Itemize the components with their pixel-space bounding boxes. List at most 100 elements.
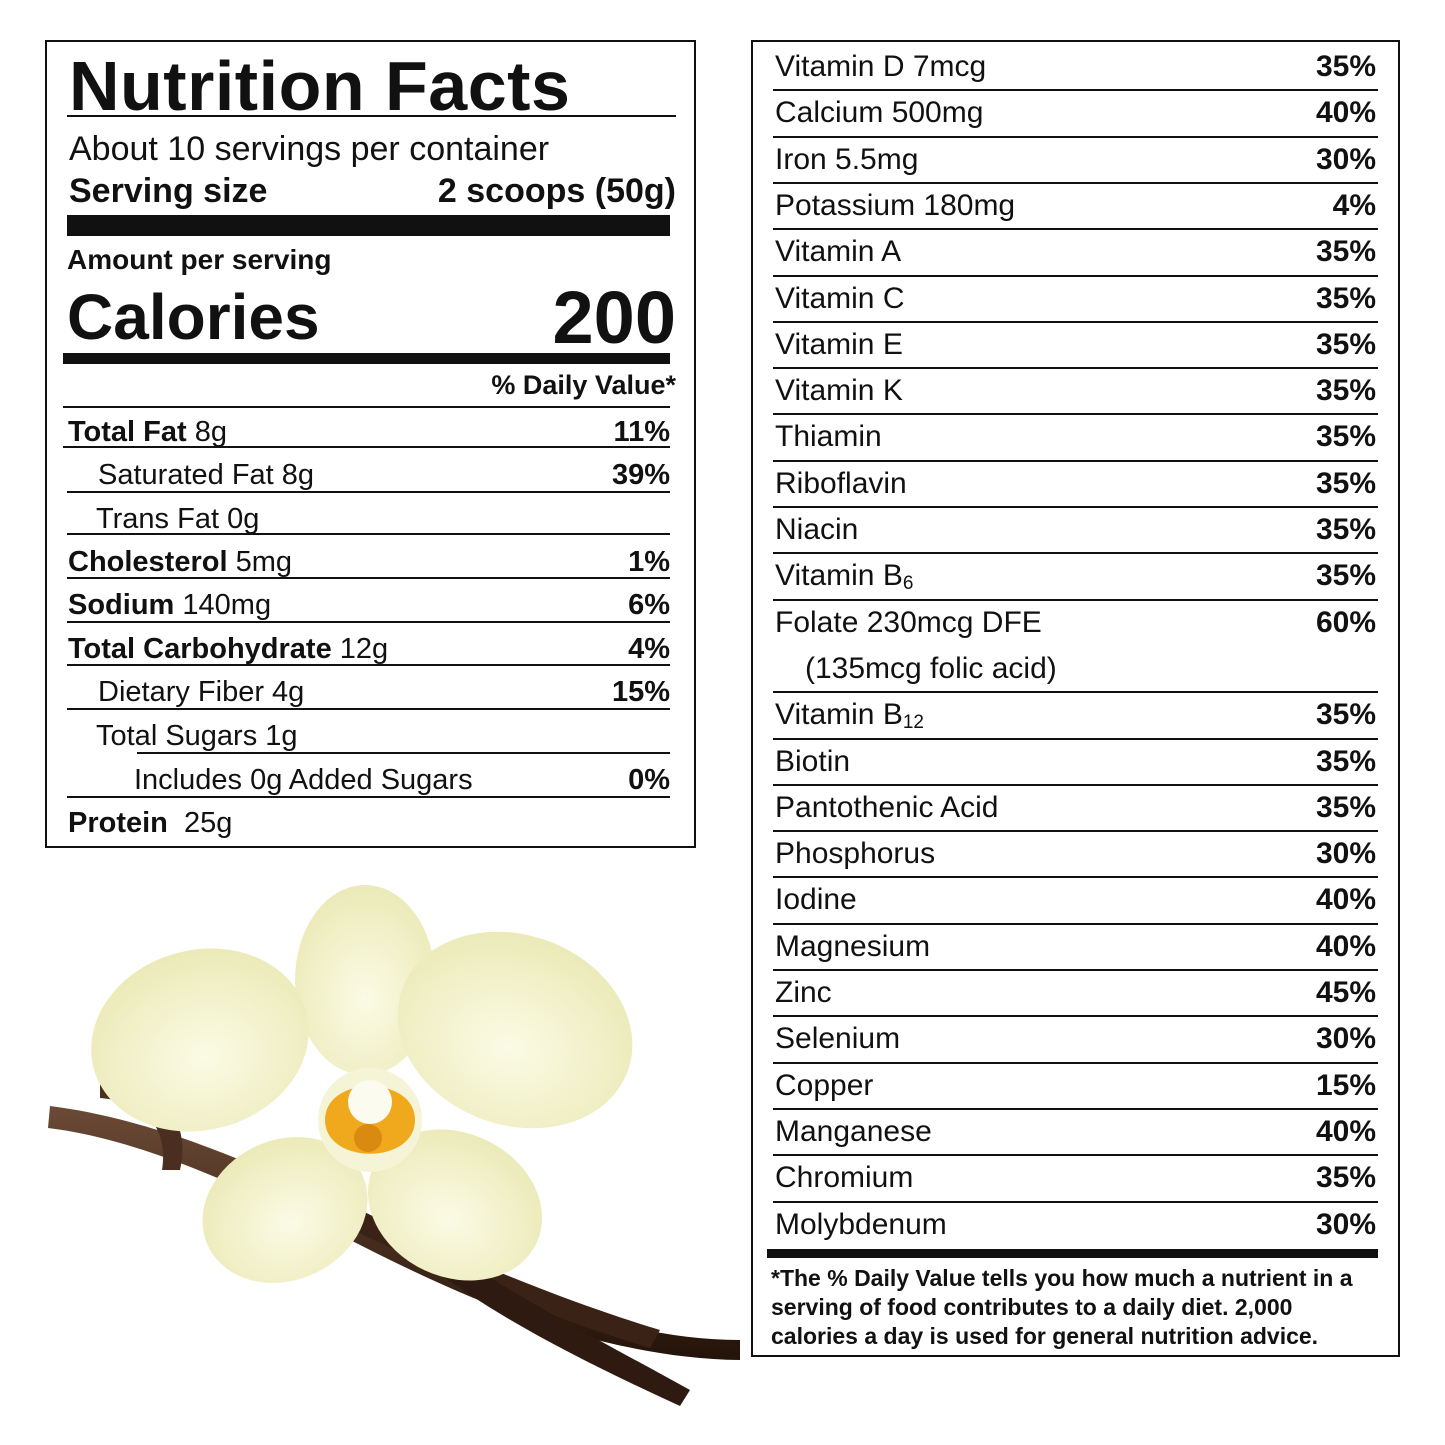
micronutrient-row: Magnesium 40% <box>775 924 1376 970</box>
micronutrient-name: Thiamin <box>775 420 882 454</box>
nutrient-name: Total Fat <box>68 416 187 448</box>
micronutrient-name-text: Pantothenic Acid <box>775 790 999 824</box>
micronutrient-name: Pantothenic Acid <box>775 791 999 825</box>
row-divider <box>773 274 1378 277</box>
nutrient-amount: 25g <box>167 807 233 839</box>
nutrient-row: Total Sugars 1g <box>68 715 670 758</box>
row-divider <box>773 506 1378 508</box>
micronutrient-daily-value: 35% <box>1315 327 1376 361</box>
nutrient-daily-value: 15% <box>611 676 670 708</box>
micronutrient-name: Vitamin E <box>775 328 903 362</box>
micronutrient-name: Molybdenum <box>775 1208 947 1242</box>
nutrient-label: Saturated Fat 8g <box>98 459 314 492</box>
nutrient-label: Total Fat 8g <box>68 416 227 449</box>
nutrient-label: Protein 25g <box>68 807 232 840</box>
micronutrient-name-text: Vitamin B <box>775 559 903 593</box>
micronutrient-name: Biotin <box>775 745 850 779</box>
micronutrient-row: Phosphorus 30% <box>775 831 1376 877</box>
micronutrient-name-text: Vitamin D 7mcg <box>775 50 987 83</box>
row-divider <box>773 969 1378 971</box>
row-divider <box>137 752 670 754</box>
row-divider <box>773 320 1378 323</box>
micronutrient-name: Zinc <box>775 976 832 1010</box>
micronutrient-name: Riboflavin <box>775 467 907 501</box>
row-divider <box>67 664 670 666</box>
micronutrient-daily-value: 45% <box>1315 976 1376 1009</box>
micronutrient-row: Chromium 35% <box>775 1155 1376 1201</box>
micronutrient-name-text: Vitamin A <box>775 235 902 269</box>
orchid-flower <box>91 885 633 1283</box>
nutrient-label: Total Sugars 1g <box>96 720 298 753</box>
micronutrient-row: Selenium 30% <box>775 1016 1376 1062</box>
nutrient-amount: 12g <box>331 633 389 665</box>
micronutrient-daily-value: 35% <box>1315 513 1376 546</box>
micronutrient-name: Copper <box>775 1069 873 1103</box>
nutrient-row: Sodium 140mg 6% <box>68 584 670 627</box>
row-divider <box>63 406 670 408</box>
micronutrient-name: Chromium <box>775 1161 913 1195</box>
amount-per-serving: Amount per serving <box>67 244 332 275</box>
row-divider <box>773 181 1378 184</box>
row-divider <box>773 135 1378 138</box>
nutrient-row: Saturated Fat 8g 39% <box>68 454 670 497</box>
micronutrient-daily-value: 40% <box>1315 1114 1376 1148</box>
micronutrient-daily-value: 30% <box>1315 142 1376 176</box>
calories-row: Calories 200 <box>67 272 676 362</box>
micronutrient-name-text: Folate 230mcg DFE <box>775 605 1042 639</box>
nutrient-daily-value: 11% <box>613 416 670 448</box>
nutrient-row: Trans Fat 0g <box>68 498 670 541</box>
micronutrient-daily-value: 35% <box>1315 1161 1376 1195</box>
micronutrient-daily-value: 60% <box>1315 605 1376 639</box>
serving-size-value: 2 scoops (50g) <box>437 171 676 210</box>
row-divider <box>67 533 670 535</box>
row-divider <box>773 1200 1378 1203</box>
serving-size-row: Serving size 2 scoops (50g) <box>69 169 676 213</box>
micronutrient-daily-value: 35% <box>1315 420 1376 454</box>
micronutrient-name: Phosphorus <box>775 837 935 871</box>
micronutrient-daily-value: 35% <box>1315 466 1376 500</box>
micronutrient-row: Molybdenum 30% <box>775 1202 1376 1248</box>
micronutrient-name-text: Selenium <box>775 1022 901 1056</box>
micronutrient-subscript: 12 <box>902 712 924 734</box>
micronutrient-row: Copper 15% <box>775 1063 1376 1109</box>
daily-value-footnote: *The % Daily Value tells you how much a … <box>771 1265 1353 1349</box>
micronutrient-name: Vitamin K <box>775 374 903 408</box>
micronutrient-name-text: Iron 5.5mg <box>775 142 919 176</box>
micronutrient-name-text: Vitamin K <box>775 374 903 408</box>
nutrient-daily-value: 4% <box>628 633 670 665</box>
micronutrient-name: Vitamin B6 <box>775 559 913 594</box>
micronutrient-name-text: Thiamin <box>775 420 882 454</box>
row-divider <box>773 413 1378 416</box>
vanilla-orchid-illustration <box>48 885 740 1406</box>
micronutrient-row: Vitamin B6 35% <box>775 553 1376 599</box>
nutrient-row: Includes 0g Added Sugars 0% <box>68 759 670 802</box>
micronutrient-row: Thiamin 35% <box>775 414 1376 460</box>
micronutrient-daily-value: 35% <box>1315 50 1376 83</box>
micronutrient-name: Magnesium <box>775 930 930 964</box>
micronutrient-daily-value: 35% <box>1315 559 1376 593</box>
micronutrient-row: Vitamin B12 35% <box>775 692 1376 738</box>
row-divider <box>67 708 670 710</box>
micronutrient-name: Vitamin A <box>775 235 901 269</box>
serving-size-label: Serving size <box>69 171 268 210</box>
thick-divider <box>67 215 670 236</box>
micronutrient-name-text: (135mcg folic acid) <box>805 651 1057 685</box>
row-divider <box>773 830 1378 833</box>
nutrient-amount: 140mg <box>174 589 272 621</box>
micronutrient-name-text: Vitamin B <box>775 698 903 732</box>
micronutrient-row: (135mcg folic acid) <box>775 646 1376 692</box>
row-divider <box>773 552 1378 555</box>
nutrient-label: Dietary Fiber 4g <box>98 676 304 709</box>
micronutrient-row: Riboflavin 35% <box>775 461 1376 507</box>
micronutrient-daily-value: 35% <box>1315 790 1376 824</box>
micronutrient-daily-value: 40% <box>1315 883 1376 917</box>
micronutrient-row: Iodine 40% <box>775 877 1376 923</box>
row-divider <box>773 922 1378 925</box>
nutrient-amount: Dietary Fiber 4g <box>98 676 305 708</box>
micronutrient-row: Potassium 180mg 4% <box>775 183 1376 229</box>
nutrient-amount: 5mg <box>227 546 293 578</box>
micronutrient-name-text: Vitamin E <box>775 327 903 361</box>
nutrient-label: Cholesterol 5mg <box>68 546 292 579</box>
row-divider <box>773 783 1378 786</box>
micronutrient-name-text: Biotin <box>775 744 851 778</box>
